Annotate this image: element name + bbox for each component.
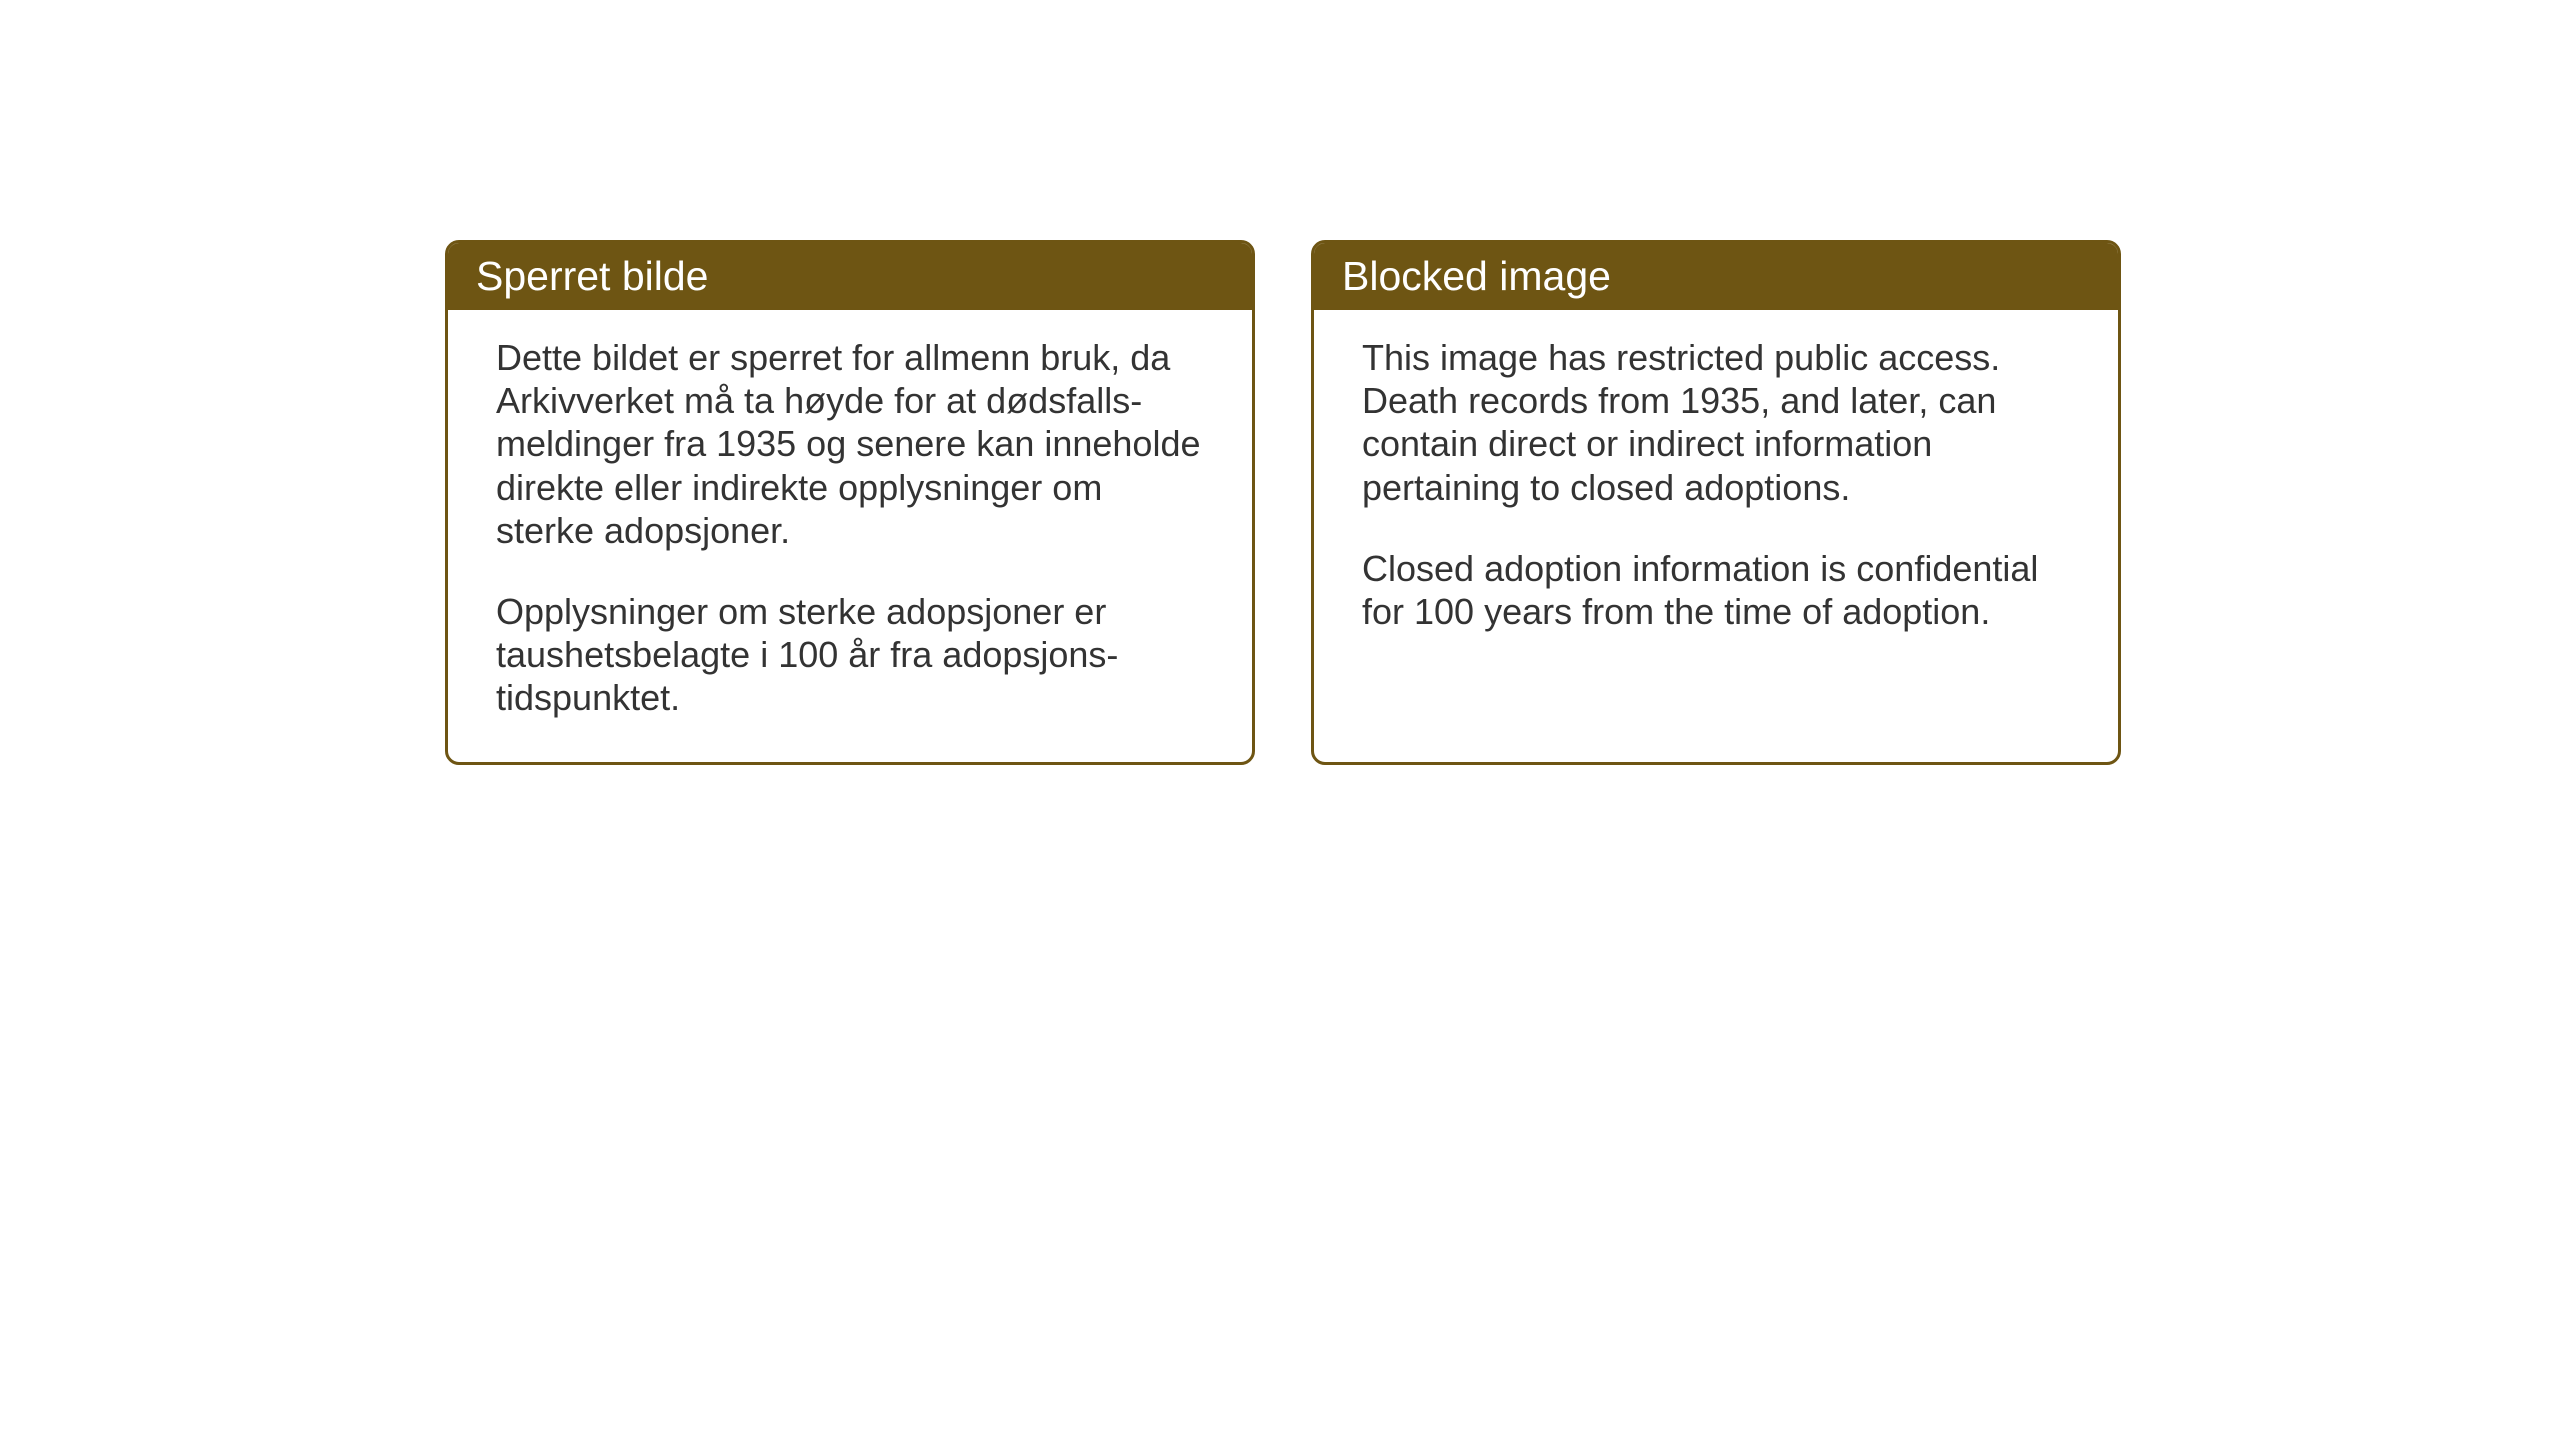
- norwegian-paragraph-2: Opplysninger om sterke adopsjoner er tau…: [496, 590, 1210, 720]
- english-card-header: Blocked image: [1314, 243, 2118, 310]
- english-paragraph-2: Closed adoption information is confident…: [1362, 547, 2076, 633]
- english-paragraph-1: This image has restricted public access.…: [1362, 336, 2076, 509]
- norwegian-card-header: Sperret bilde: [448, 243, 1252, 310]
- norwegian-paragraph-1: Dette bildet er sperret for allmenn bruk…: [496, 336, 1210, 552]
- norwegian-notice-card: Sperret bilde Dette bildet er sperret fo…: [445, 240, 1255, 765]
- norwegian-card-title: Sperret bilde: [476, 253, 708, 299]
- english-card-body: This image has restricted public access.…: [1314, 310, 2118, 675]
- english-card-title: Blocked image: [1342, 253, 1611, 299]
- notice-cards-container: Sperret bilde Dette bildet er sperret fo…: [445, 240, 2121, 765]
- norwegian-card-body: Dette bildet er sperret for allmenn bruk…: [448, 310, 1252, 762]
- english-notice-card: Blocked image This image has restricted …: [1311, 240, 2121, 765]
